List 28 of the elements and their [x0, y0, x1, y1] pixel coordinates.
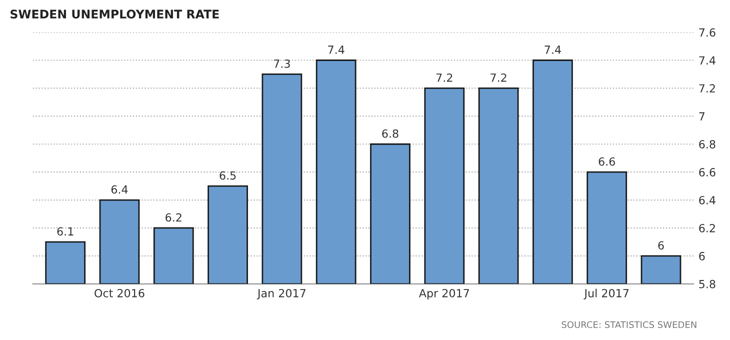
data-label: 7.2 [436, 73, 452, 82]
data-label: 7.3 [274, 59, 290, 68]
y-tick-label: 7.2 [699, 84, 715, 92]
x-tick-label: Jul 2017 [584, 288, 629, 300]
x-tick-label: Apr 2017 [418, 288, 469, 300]
y-tick-label: 6.6 [699, 168, 716, 176]
y-tick-label: 6.8 [699, 140, 716, 148]
y-tick-label: 6.4 [699, 196, 716, 204]
data-label: 6.5 [220, 171, 236, 180]
y-tick-label: 6 [699, 252, 705, 260]
data-label: 6.1 [57, 227, 74, 236]
source-note: SOURCE: STATISTICS SWEDEN [562, 321, 696, 328]
data-label: 6 [658, 241, 664, 250]
x-tick-label: Oct 2016 [94, 288, 144, 298]
chart-title: SWEDEN UNEMPLOYMENT RATE [10, 10, 219, 19]
y-tick-label: 7.4 [699, 56, 716, 64]
data-label: 6.2 [166, 213, 182, 222]
data-label: 6.6 [598, 157, 615, 166]
y-tick-label: 7 [699, 112, 704, 120]
data-label: 6.4 [111, 185, 128, 194]
y-tick-label: 6.2 [699, 224, 715, 232]
data-label: 6.8 [382, 129, 398, 138]
data-label: 7.4 [544, 46, 561, 54]
y-tick-label: 5.8 [699, 280, 716, 288]
x-tick-label: Jan 2017 [256, 288, 306, 300]
data-label: 7.2 [490, 73, 506, 82]
y-tick-label: 7.6 [699, 28, 716, 37]
data-label: 7.4 [328, 46, 344, 54]
